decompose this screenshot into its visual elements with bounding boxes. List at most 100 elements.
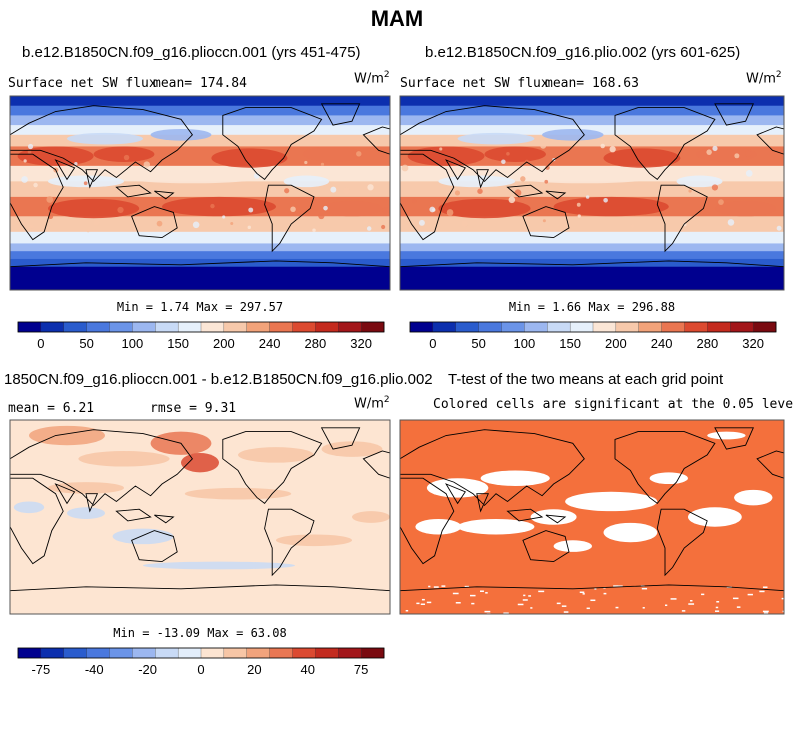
colorbar-swatch: [501, 321, 525, 333]
panel-3-title: 1850CN.f09_g16.plioccn.001 - b.e12.B1850…: [4, 371, 433, 388]
field-speckle: [745, 150, 752, 157]
insignificant-cell: [416, 602, 420, 605]
colorbar-panel-3: -75 -40 -20 0 20 40 75: [17, 647, 385, 677]
colorbar-swatch: [269, 321, 293, 333]
field-blob: [162, 196, 276, 217]
insignificant-cell: [561, 605, 567, 607]
field-speckle: [630, 224, 634, 228]
lat-band: [400, 251, 784, 260]
field-speckle: [74, 161, 78, 166]
field-speckle: [576, 202, 581, 207]
lat-band: [10, 251, 390, 260]
panel-1-title: b.e12.B1850CN.f09_g16.plioccn.001 (yrs 4…: [22, 44, 361, 61]
insignificant-cell: [556, 602, 561, 605]
lat-band: [400, 115, 784, 126]
field-speckle: [312, 228, 316, 232]
field-speckle: [439, 147, 443, 151]
field-blob: [143, 561, 295, 570]
field-blob: [603, 148, 681, 168]
field-speckle: [330, 186, 337, 193]
field-speckle: [454, 190, 460, 196]
field-speckle: [776, 225, 782, 231]
insignificant-cell: [522, 599, 528, 601]
insignificant-cell: [641, 587, 648, 590]
colorbar-swatch: [638, 321, 663, 333]
colorbar-tick-label: 75: [354, 662, 368, 677]
colorbar-swatch: [132, 321, 156, 333]
colorbar-swatch: [315, 321, 339, 333]
map-field: [10, 96, 390, 290]
lat-band: [400, 125, 784, 136]
insignificant-area: [553, 540, 592, 552]
colorbar-tick-label: 240: [651, 336, 673, 351]
coastlines: [400, 103, 784, 290]
lat-band: [10, 96, 390, 107]
coastlines: [10, 103, 390, 290]
insignificant-cell: [420, 603, 426, 605]
colorbar-swatch: [86, 321, 110, 333]
field-speckle: [27, 143, 34, 150]
colorbar-tick-label: 280: [697, 336, 719, 351]
colorbar-frame: [17, 647, 385, 659]
insignificant-cell: [530, 607, 533, 609]
lat-band: [10, 105, 390, 116]
field-speckle: [156, 220, 163, 227]
field-blob: [150, 128, 212, 141]
field-speckle: [291, 166, 299, 174]
colorbar-swatch: [109, 321, 133, 333]
field-blob: [181, 452, 219, 473]
insignificant-cell: [736, 606, 741, 608]
insignificant-cell: [762, 586, 768, 588]
colorbar-tick-label: 200: [605, 336, 627, 351]
colorbar-tick-label: 240: [259, 336, 281, 351]
colorbar-swatch: [478, 321, 502, 333]
map-field: [400, 96, 784, 290]
field-blob: [302, 146, 364, 162]
insignificant-cell: [762, 610, 769, 613]
insignificant-cell: [485, 592, 488, 594]
colorbar-swatch: [547, 321, 571, 333]
insignificant-cell: [471, 602, 475, 605]
colorbar-tick-label: 320: [742, 336, 764, 351]
field-speckle: [382, 206, 390, 214]
map-frame: [399, 95, 785, 291]
field-blob: [407, 146, 485, 166]
colorbar-tick-label: -20: [138, 662, 157, 677]
field-blob: [238, 447, 314, 463]
field-speckle: [734, 153, 740, 159]
map-field: [400, 420, 784, 614]
panel-2-variable: Surface net SW flux: [400, 76, 549, 91]
lat-band: [400, 266, 784, 290]
colorbar-swatch: [432, 321, 457, 333]
insignificant-cell: [484, 610, 491, 613]
insignificant-cell: [618, 585, 623, 587]
field-speckle: [711, 184, 719, 191]
insignificant-area: [415, 518, 462, 535]
field-speckle: [745, 169, 753, 177]
insignificant-area: [426, 478, 489, 498]
field-blob: [48, 175, 124, 188]
field-speckle: [210, 203, 215, 209]
colorbar-swatch: [17, 321, 42, 333]
colorbar-tick-label: 0: [197, 662, 204, 677]
insignificant-area: [734, 489, 773, 506]
insignificant-cell: [405, 609, 409, 612]
field-speckle: [540, 142, 547, 149]
colorbar-swatch: [661, 321, 685, 333]
panel-4-subtitle: Colored cells are significant at the 0.0…: [433, 397, 794, 412]
colorbar-swatch: [730, 321, 754, 333]
colorbar-tick-label: 200: [213, 336, 235, 351]
panel-4-title: T-test of the two means at each grid poi…: [448, 371, 724, 388]
panel-2-stats: Min = 1.66 Max = 296.88: [508, 300, 676, 314]
field-blob: [78, 451, 170, 467]
field-speckle: [123, 154, 130, 161]
insignificant-cell: [590, 599, 596, 602]
insignificant-cell: [642, 607, 645, 609]
colorbar-swatch: [86, 647, 110, 659]
field-blob: [48, 482, 124, 494]
colorbar-tick-label: 0: [37, 336, 44, 351]
field-speckle: [86, 229, 90, 233]
field-speckle: [356, 151, 362, 157]
insignificant-cell: [670, 598, 677, 600]
insignificant-area: [707, 431, 746, 440]
